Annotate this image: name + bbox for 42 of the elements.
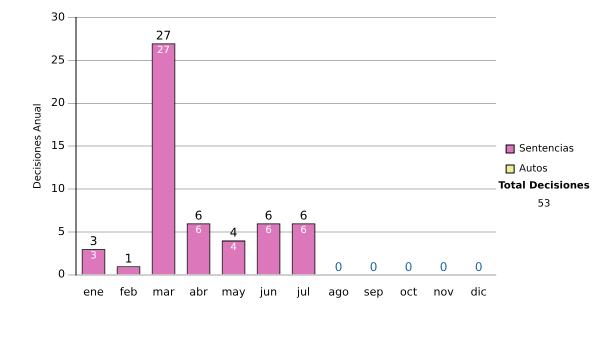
y-tick-label: 15 (50, 139, 65, 152)
total-label: 6 (194, 208, 202, 222)
total-label: 1 (124, 251, 132, 266)
legend-label: Sentencias (519, 144, 574, 155)
y-tick-label: 30 (50, 10, 65, 24)
data-label: 6 (195, 224, 202, 236)
x-tick-label: sep (364, 285, 384, 298)
data-label: 27 (157, 44, 170, 56)
y-tick-label: 10 (50, 182, 65, 195)
total-label: 6 (300, 208, 308, 222)
x-tick-label: may (222, 285, 246, 298)
x-tick-label: dic (470, 285, 487, 298)
x-tick-label: jul (296, 285, 310, 298)
total-label: 0 (474, 260, 482, 274)
total-label: 4 (230, 226, 238, 240)
data-label: 6 (300, 224, 307, 236)
text: 53 (538, 198, 550, 210)
data-label: 3 (90, 250, 97, 262)
legend-label: Autos (519, 164, 548, 175)
x-tick-label: ene (83, 285, 104, 298)
x-tick-label: feb (120, 285, 138, 298)
y-tick-label: 20 (50, 96, 65, 110)
y-axis-title: Decisiones Anual (32, 103, 44, 189)
y-tick-label: 25 (50, 53, 65, 66)
total-label: 0 (404, 260, 412, 274)
total-label: 27 (156, 28, 172, 42)
x-tick-label: abr (189, 285, 208, 298)
x-tick-label: ago (328, 285, 350, 298)
total-label: 0 (440, 260, 448, 274)
y-tick-label: 5 (58, 224, 65, 238)
total-label: 0 (334, 260, 342, 274)
x-tick-label: nov (434, 285, 454, 298)
total-label: 0 (370, 260, 378, 274)
data-label: 4 (230, 242, 237, 254)
x-tick-label: jun (259, 285, 278, 298)
data-label: 6 (265, 224, 272, 236)
y-tick-label: 0 (58, 268, 65, 281)
x-tick-label: oct (400, 285, 418, 298)
text: Total Decisiones (498, 180, 590, 192)
total-label: 3 (90, 234, 98, 248)
x-tick-label: mar (152, 285, 175, 298)
total-label: 6 (264, 208, 272, 222)
